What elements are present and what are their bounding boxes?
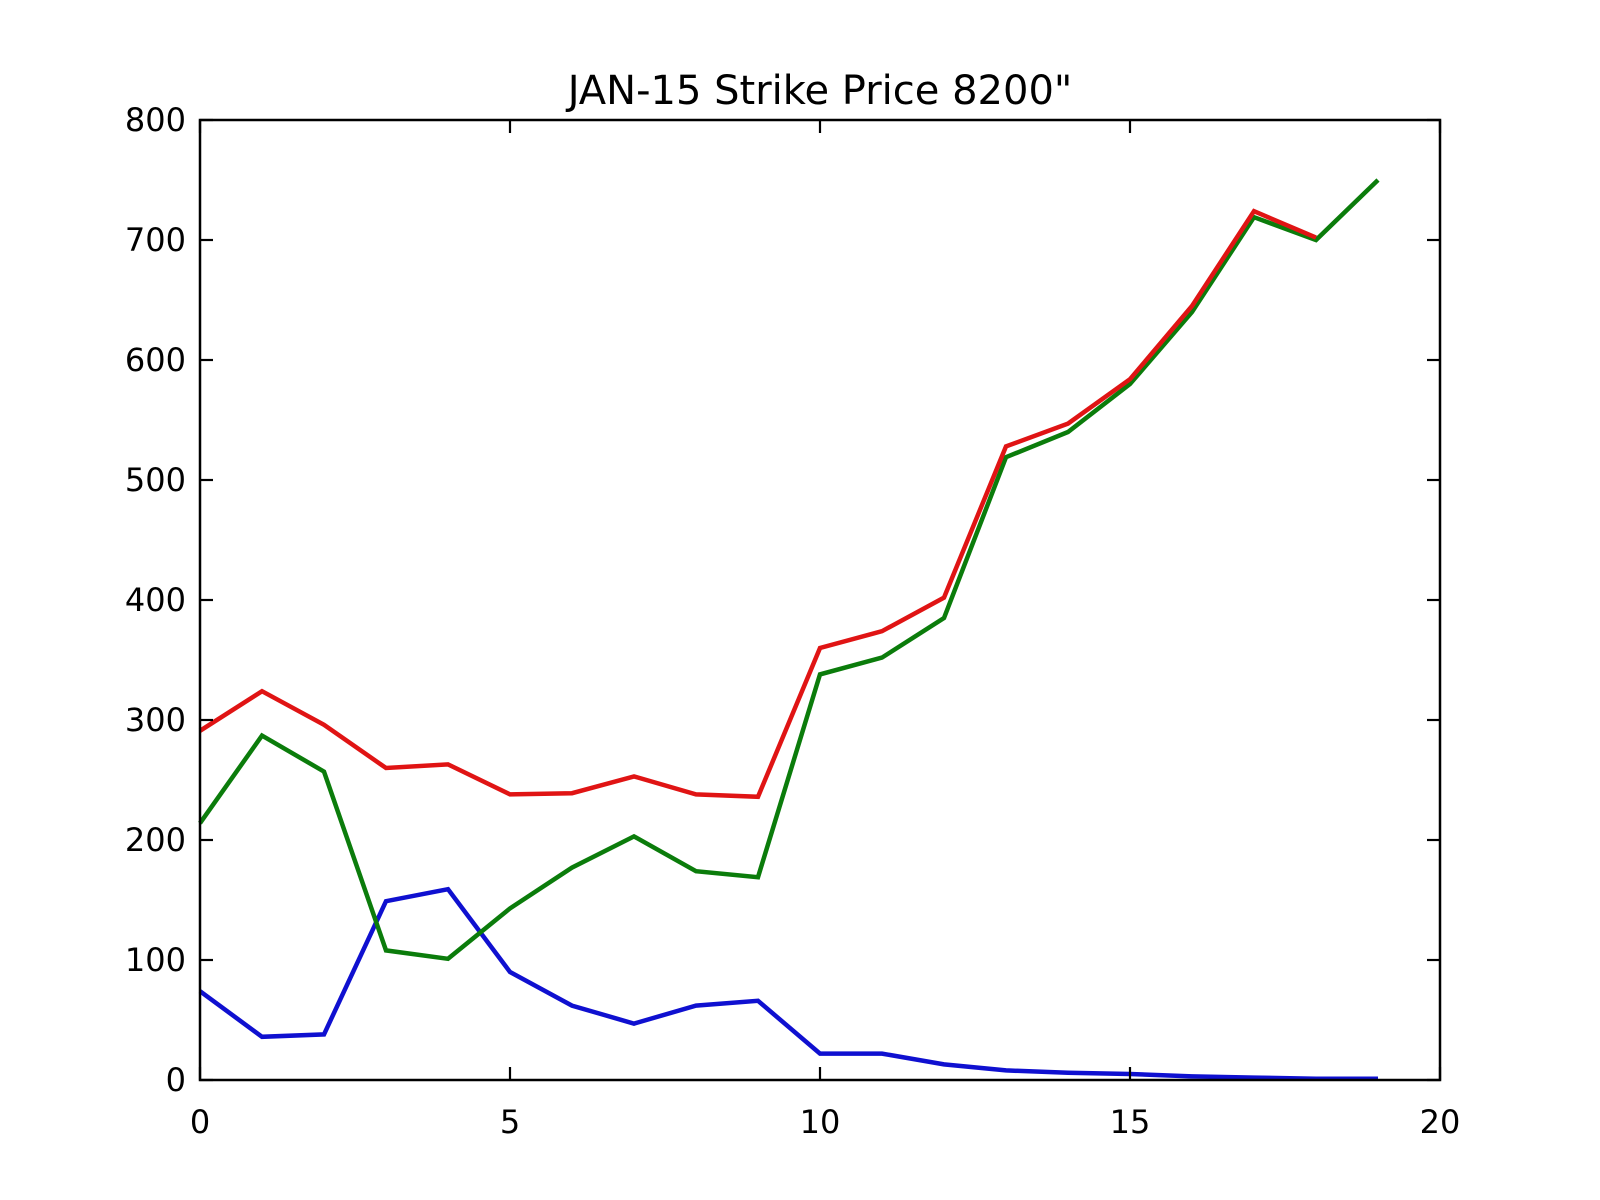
y-tick-label: 400 [125,581,186,619]
x-tick-label: 0 [190,1103,210,1141]
y-tick-label: 700 [125,221,186,259]
y-tick-label: 600 [125,341,186,379]
chart-title: JAN-15 Strike Price 8200" [565,68,1073,114]
x-tick-label: 15 [1110,1103,1151,1141]
y-tick-label: 800 [125,101,186,139]
x-tick-label: 20 [1420,1103,1461,1141]
blue-series-line [198,886,1378,1082]
red-series-line [198,208,1317,800]
green-series-line [198,178,1380,962]
y-tick-label: 100 [125,941,186,979]
x-tick-label: 5 [500,1103,520,1141]
y-tick-label: 200 [125,821,186,859]
y-tick-label: 0 [166,1061,186,1099]
x-tick-label: 10 [800,1103,841,1141]
y-tick-label: 300 [125,701,186,739]
y-tick-label: 500 [125,461,186,499]
plot-background [200,120,1440,1080]
